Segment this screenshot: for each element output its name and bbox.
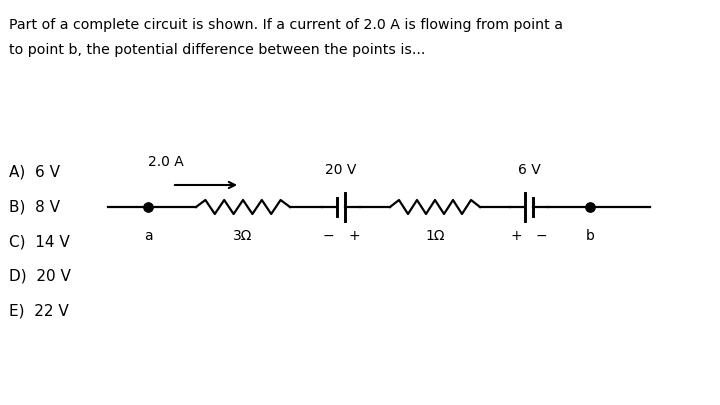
Text: 20 V: 20 V bbox=[325, 163, 356, 177]
Text: A)  6 V: A) 6 V bbox=[9, 164, 60, 179]
Text: 6 V: 6 V bbox=[518, 163, 541, 177]
Text: Part of a complete circuit is shown. If a current of 2.0 A is flowing from point: Part of a complete circuit is shown. If … bbox=[9, 18, 563, 32]
Text: a: a bbox=[144, 229, 153, 243]
Text: −: − bbox=[323, 229, 334, 243]
Text: 1Ω: 1Ω bbox=[426, 229, 445, 243]
Text: 2.0 A: 2.0 A bbox=[148, 155, 184, 169]
Text: C)  14 V: C) 14 V bbox=[9, 234, 70, 249]
Point bbox=[143, 204, 154, 210]
Text: to point b, the potential difference between the points is...: to point b, the potential difference bet… bbox=[9, 43, 426, 57]
Text: E)  22 V: E) 22 V bbox=[9, 304, 69, 319]
Text: b: b bbox=[585, 229, 595, 243]
Point bbox=[584, 204, 595, 210]
Text: D)  20 V: D) 20 V bbox=[9, 269, 71, 284]
Text: +: + bbox=[510, 229, 522, 243]
Text: B)  8 V: B) 8 V bbox=[9, 199, 60, 214]
Text: +: + bbox=[348, 229, 359, 243]
Text: −: − bbox=[536, 229, 548, 243]
Text: 3Ω: 3Ω bbox=[233, 229, 253, 243]
